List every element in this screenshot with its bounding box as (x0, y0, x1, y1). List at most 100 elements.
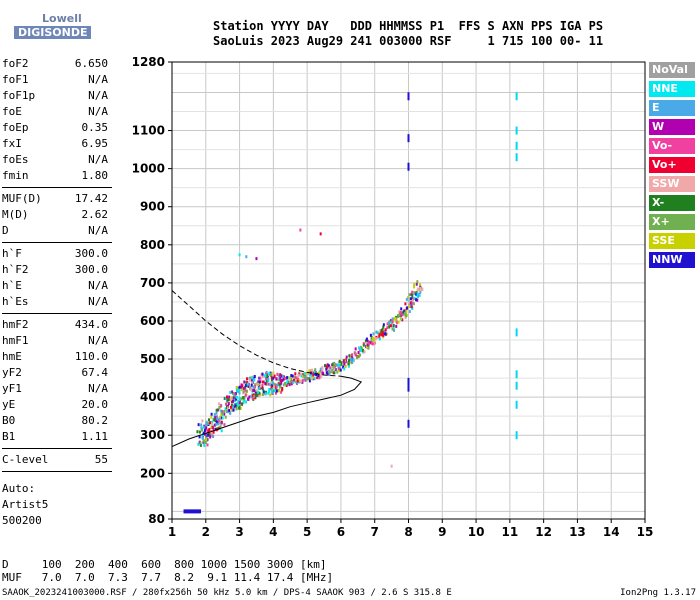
echo-point (302, 373, 305, 377)
echo-point (237, 399, 240, 403)
param-value: 434.0 (74, 318, 108, 331)
sporadic-echo (238, 253, 241, 257)
echo-point (389, 324, 392, 328)
echo-point (209, 421, 212, 425)
echo-point (219, 416, 222, 420)
echo-point (329, 366, 332, 370)
echo-point (347, 359, 350, 363)
echo-point (215, 411, 218, 415)
echo-point (293, 375, 296, 379)
echo-point (408, 304, 411, 308)
echo-point (206, 443, 209, 447)
echo-point (401, 318, 404, 322)
echo-point (203, 443, 206, 447)
echo-point (197, 423, 200, 427)
echo-point (258, 391, 261, 395)
echo-point (362, 348, 365, 352)
echo-point (416, 280, 419, 284)
echo-point (267, 382, 270, 386)
echo-point (200, 423, 203, 427)
echo-point (262, 390, 265, 394)
param-value: 6.95 (81, 137, 109, 150)
auto-line3: 500200 (2, 514, 42, 527)
echo-point (207, 429, 210, 433)
echo-point (326, 363, 329, 367)
echo-point (274, 391, 277, 395)
echo-point (299, 379, 302, 383)
param-value: N/A (88, 334, 108, 347)
param-row: D N/A (2, 223, 108, 239)
x-tick-label: 12 (535, 525, 552, 539)
param-value: N/A (88, 224, 108, 237)
echo-point (382, 333, 385, 337)
echo-point (236, 388, 239, 392)
echo-point (354, 353, 357, 357)
echo-point (264, 392, 267, 396)
echo-point (380, 333, 383, 337)
echo-point (360, 345, 363, 349)
echo-point (289, 380, 292, 384)
echo-point (318, 376, 321, 380)
param-value: 20.0 (81, 398, 109, 411)
legend-item: W (649, 119, 695, 135)
echo-point (285, 383, 288, 387)
echo-point (352, 358, 355, 362)
spurious-echo (515, 126, 518, 135)
echo-point (228, 408, 231, 412)
echo-point (223, 412, 226, 416)
header-line2: SaoLuis 2023 Aug29 241 003000 RSF 1 715 … (213, 34, 604, 48)
echo-point (322, 372, 325, 376)
echo-point (250, 378, 253, 382)
echo-point (320, 373, 323, 377)
echo-point (244, 384, 247, 388)
echo-point (271, 391, 274, 395)
y-tick-label: 300 (140, 428, 165, 442)
echo-point (337, 368, 340, 372)
echo-point (291, 374, 294, 378)
echo-point (255, 394, 258, 398)
echo-point (290, 377, 293, 381)
echo-point (218, 415, 221, 419)
echo-point (201, 436, 204, 440)
echo-point (278, 389, 281, 393)
echo-point (395, 324, 398, 328)
echo-point (234, 392, 237, 396)
echo-point (275, 389, 278, 393)
echo-point (268, 387, 271, 391)
param-row: hmE 110.0 (2, 349, 108, 365)
echo-point (388, 325, 391, 329)
param-value: N/A (88, 153, 108, 166)
echo-point (316, 376, 319, 380)
y-tick-label: 400 (140, 390, 165, 404)
echo-point (355, 356, 358, 360)
low-echo-point (183, 509, 188, 514)
echo-point (210, 415, 213, 419)
param-row: foE N/A (2, 104, 108, 120)
y-tick-label: 80 (148, 512, 165, 526)
param-value: 67.4 (81, 366, 109, 379)
echo-point (342, 365, 345, 369)
echo-point (365, 337, 368, 341)
param-row: foEs N/A (2, 152, 108, 168)
echo-point (333, 371, 336, 375)
echo-point (260, 373, 263, 377)
param-row: foF1 N/A (2, 72, 108, 88)
echo-point (271, 373, 274, 377)
echo-point (373, 337, 376, 341)
echo-point (331, 369, 334, 373)
spurious-echo (407, 377, 410, 386)
param-value: 6.650 (74, 57, 108, 70)
param-name: foF1 (2, 73, 29, 86)
echo-point (205, 433, 208, 437)
echo-point (244, 386, 247, 390)
echo-point (216, 408, 219, 412)
echo-point (269, 383, 272, 387)
echo-point (275, 385, 278, 389)
echo-point (261, 392, 264, 396)
echo-point (203, 440, 206, 444)
echo-point (308, 369, 311, 373)
echo-point (267, 376, 270, 380)
profile-upper-dashed (171, 290, 341, 377)
param-name: h`F (2, 247, 22, 260)
muf-distance-row: D 100 200 400 600 800 1000 1500 3000 [km… (2, 558, 327, 571)
